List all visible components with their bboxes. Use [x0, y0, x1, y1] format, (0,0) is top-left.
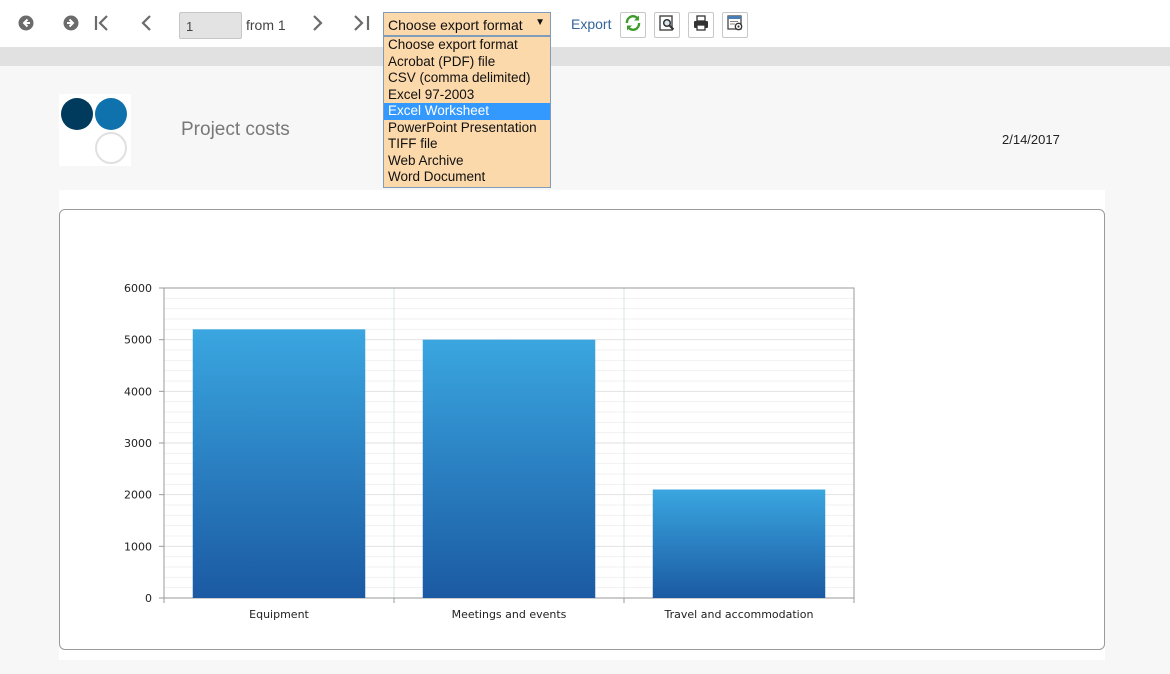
company-logo	[59, 94, 131, 166]
export-option-powerpoint[interactable]: PowerPoint Presentation	[388, 119, 537, 135]
y-tick-label: 1000	[124, 540, 152, 553]
bar-3	[652, 489, 826, 598]
export-format-selected-value: Choose export format	[388, 17, 523, 33]
y-tick-label: 2000	[124, 489, 152, 502]
export-option-tiff[interactable]: TIFF file	[388, 136, 438, 151]
export-option-choose[interactable]: Choose export format	[388, 37, 518, 52]
x-tick-label: Equipment	[249, 608, 309, 621]
logo-circle-dark	[61, 98, 93, 130]
export-button[interactable]: Export	[571, 16, 612, 32]
export-format-select[interactable]: Choose export format ▼	[383, 12, 551, 36]
print-icon	[692, 14, 710, 37]
y-tick-label: 4000	[124, 385, 152, 398]
report-title: Project costs	[181, 119, 290, 140]
email-button[interactable]	[722, 12, 748, 38]
chart-container: 0 1000 2000 3000 4000 5000 6000 Equipment Meetin…	[59, 209, 1105, 650]
x-tick-label: Meetings and events	[452, 608, 567, 621]
export-option-excel-97-2003[interactable]: Excel 97-2003	[388, 86, 475, 102]
report-toolbar: from 1 Choose export format ▼ Choose exp…	[0, 0, 1170, 188]
y-tick-label: 0	[145, 592, 152, 605]
export-option-csv[interactable]: CSV (comma delimited)	[388, 70, 531, 85]
bar-2	[422, 339, 596, 598]
print-button[interactable]	[688, 12, 714, 38]
forward-icon[interactable]	[62, 14, 80, 32]
first-page-icon[interactable]	[93, 14, 111, 32]
next-page-icon[interactable]	[310, 14, 326, 32]
y-tick-label: 6000	[124, 282, 152, 295]
page-number-input[interactable]	[179, 12, 242, 39]
dropdown-arrow-icon: ▼	[535, 17, 545, 28]
print-preview-button[interactable]	[654, 12, 680, 38]
email-icon	[726, 14, 744, 37]
print-preview-icon	[658, 14, 676, 37]
export-option-web-archive[interactable]: Web Archive	[388, 152, 464, 168]
export-format-dropdown: Choose export format Acrobat (PDF) file …	[383, 36, 551, 188]
bar-1	[192, 329, 366, 598]
last-page-icon[interactable]	[352, 14, 372, 32]
back-icon[interactable]	[17, 14, 35, 32]
logo-circle-blue	[95, 98, 127, 130]
page-count-label: from 1	[246, 17, 286, 33]
bar-chart: 0 1000 2000 3000 4000 5000 6000 Equipment Meetin…	[124, 282, 855, 621]
export-option-word[interactable]: Word Document	[388, 169, 486, 184]
toolbar-divider	[0, 47, 1170, 66]
y-tick-label: 5000	[124, 334, 152, 347]
export-option-pdf[interactable]: Acrobat (PDF) file	[388, 53, 496, 69]
previous-page-icon[interactable]	[138, 14, 154, 32]
refresh-button[interactable]	[620, 12, 646, 38]
x-tick-label: Travel and accommodation	[664, 608, 814, 621]
logo-circle-white	[95, 132, 127, 164]
report-date: 2/14/2017	[1002, 132, 1060, 147]
export-option-excel-worksheet[interactable]: Excel Worksheet	[384, 103, 550, 120]
y-tick-label: 3000	[124, 437, 152, 450]
refresh-icon	[624, 14, 642, 37]
